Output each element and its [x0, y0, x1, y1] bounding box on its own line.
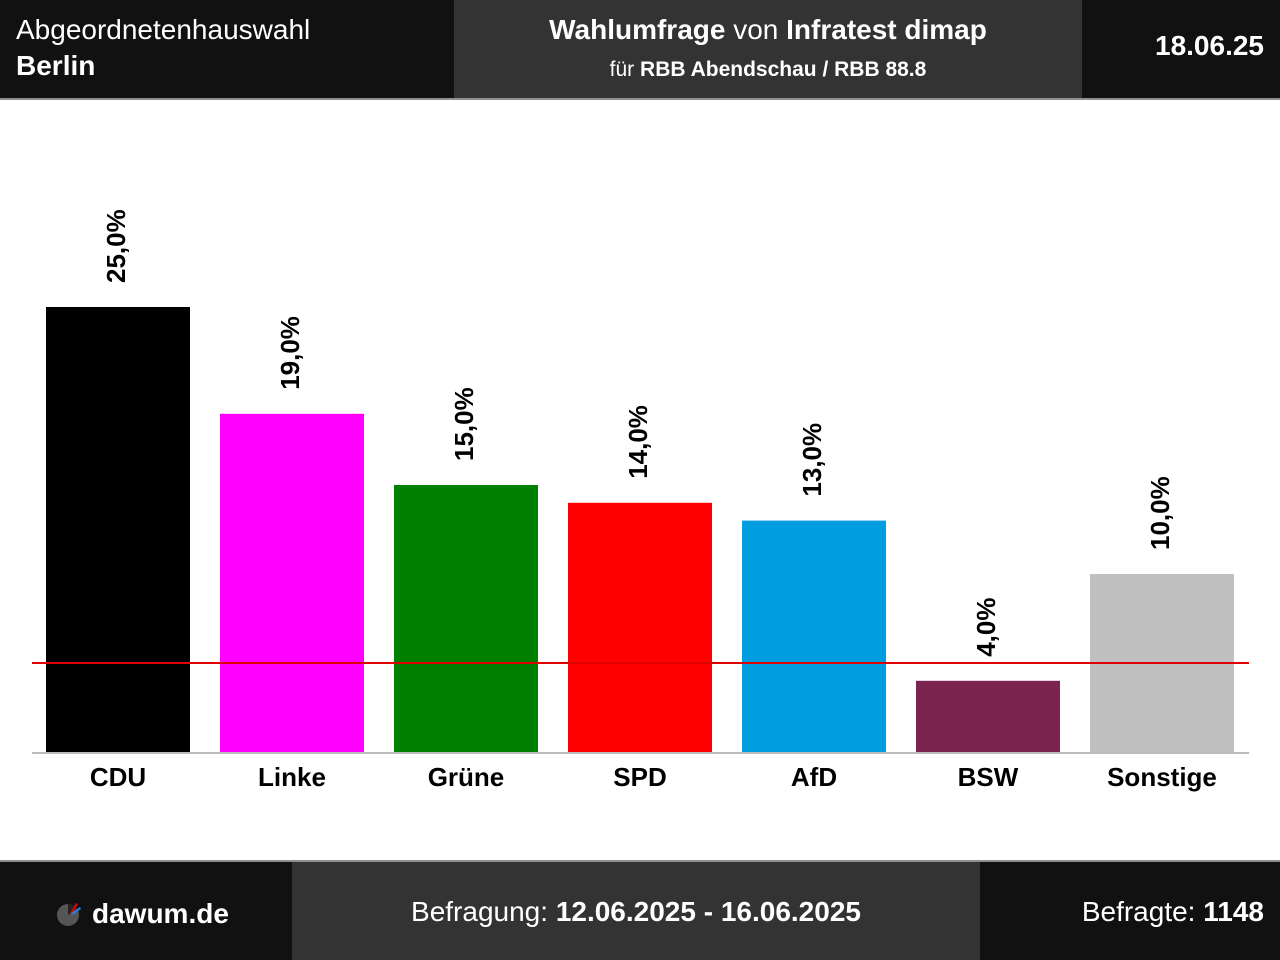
election-name: Abgeordnetenhauswahl	[16, 14, 311, 45]
value-label-linke: 19,0%	[275, 316, 305, 390]
bar-cdu	[46, 307, 190, 752]
poll-word: Wahlumfrage	[549, 14, 726, 45]
poll-title: Wahlumfrage von Infratest dimap	[454, 14, 1082, 46]
value-label-gr-ne: 15,0%	[449, 387, 479, 461]
value-label-spd: 14,0%	[623, 405, 653, 479]
region-name: Berlin	[16, 50, 96, 81]
poll-client: für RBB Abendschau / RBB 88.8	[454, 58, 1082, 82]
value-label-sonstige: 10,0%	[1145, 476, 1175, 550]
footer-divider	[0, 860, 1280, 862]
bar-spd	[568, 502, 712, 752]
category-label-linke: Linke	[258, 762, 326, 792]
value-label-cdu: 25,0%	[101, 209, 131, 283]
brand-name: dawum.de	[92, 898, 229, 929]
dawum-pie-logo-icon	[57, 903, 81, 926]
survey-period: Befragung: 12.06.2025 - 16.06.2025	[292, 896, 980, 928]
header-election-block: Abgeordnetenhauswahl Berlin	[0, 0, 454, 98]
von-word: von	[733, 14, 779, 45]
survey-period-block: Befragung: 12.06.2025 - 16.06.2025	[292, 862, 980, 960]
header-divider	[0, 98, 1280, 100]
header-poll-block: Wahlumfrage von Infratest dimap für RBB …	[454, 0, 1082, 98]
survey-label: Befragung:	[411, 896, 549, 927]
poll-date: 18.06.25	[1155, 30, 1264, 61]
footer-bar: dawum.de Befragung: 12.06.2025 - 16.06.2…	[0, 860, 1280, 960]
fuer-word: für	[609, 58, 635, 81]
respondents-label: Befragte:	[1081, 896, 1196, 927]
category-label-bsw: BSW	[958, 762, 1019, 792]
brand-block[interactable]: dawum.de	[56, 896, 229, 932]
category-label-sonstige: Sonstige	[1107, 762, 1217, 792]
survey-dates: 12.06.2025 - 16.06.2025	[555, 896, 861, 927]
poll-chart: 25,0% CDU 19,0% Linke 15,0% Grüne 14,0% SPD 13,0…	[0, 100, 1280, 860]
bar-chart-svg: 25,0% CDU 19,0% Linke 15,0% Grüne 14,0% SPD 13,0…	[32, 209, 1249, 792]
bar-afd	[742, 520, 886, 752]
category-label-cdu: CDU	[90, 762, 146, 792]
category-label-gr-ne: Grüne	[428, 762, 505, 792]
category-label-spd: SPD	[613, 762, 666, 792]
bar-linke	[220, 413, 364, 752]
bar-bsw	[916, 680, 1060, 752]
value-label-afd: 13,0%	[797, 423, 827, 497]
header-bar: Abgeordnetenhauswahl Berlin Wahlumfrage …	[0, 0, 1280, 98]
value-label-bsw: 4,0%	[971, 598, 1001, 657]
institute-name: Infratest dimap	[786, 14, 987, 45]
respondents-block: Befragte: 1148	[1082, 896, 1264, 928]
respondents-count: 1148	[1203, 896, 1264, 927]
category-label-afd: AfD	[791, 762, 837, 792]
bar-gr-ne	[394, 485, 538, 752]
client-name: RBB Abendschau / RBB 88.8	[640, 58, 927, 81]
